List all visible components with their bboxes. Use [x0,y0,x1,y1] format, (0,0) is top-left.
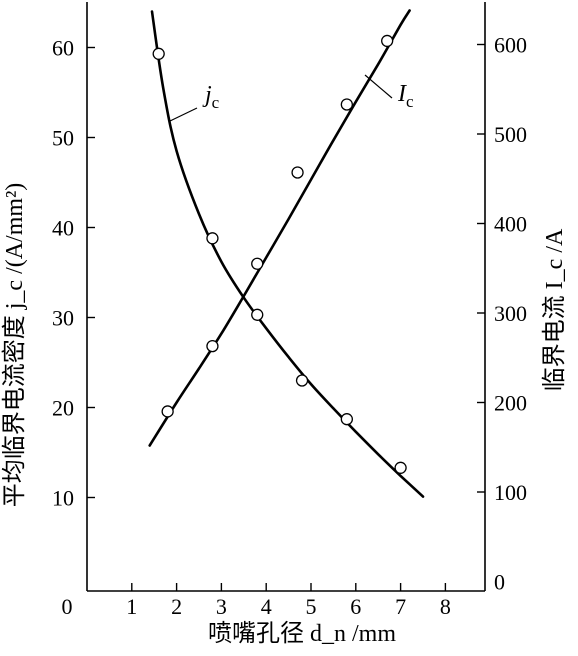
ic-series-label: Ic [397,81,414,111]
x-tick-label: 4 [261,594,272,619]
x-tick-label: 8 [440,594,451,619]
x-tick-label: 1 [126,594,137,619]
right-y-tick-label: 0 [494,570,505,595]
labels-layer: 0 1 2 3 4 5 6 7 81020304050600100200300400500600… [52,33,527,620]
right-y-tick-label: 200 [494,391,527,416]
ic-curve [148,9,411,447]
right-y-tick-label: 400 [494,212,527,237]
x-tick-label: 3 [216,594,227,619]
left-y-tick-label: 10 [52,486,74,511]
ic-data-point [340,98,353,111]
jc-data-point [295,374,309,387]
left-y-tick-label: 20 [52,396,74,421]
jc-data-point [340,413,353,426]
ic-data-point [161,405,174,418]
jc-data-point [152,47,165,60]
left-y-tick-label: 50 [52,126,74,151]
ic-data-point [251,257,264,270]
ticks-layer [87,43,485,591]
right-y-tick-label: 500 [494,122,527,147]
right-y-tick-label: 300 [494,301,527,326]
markers-layer [152,34,407,474]
x-tick-label: 5 [306,594,317,619]
left-y-tick-label: 30 [52,306,74,331]
curves-layer [148,9,425,498]
right-y-axis-title: 临界电流 I_c /A [541,228,568,391]
jc-label-leader [169,107,198,122]
jc-data-point [251,308,264,321]
left-y-tick-label: 40 [52,216,74,241]
jc-data-point [394,461,407,474]
jc-series-label: jc [202,82,220,112]
x-tick-label: 2 [171,594,182,619]
ic-data-point [291,166,304,179]
axes-layer [86,2,486,592]
left-y-tick-label: 60 [52,36,74,61]
ic-label-leader [364,74,393,99]
x-tick-label: 7 [395,594,406,619]
jc-data-point [206,232,219,245]
ic-data-point [206,339,219,353]
jc-curve [150,10,425,498]
right-y-tick-label: 600 [494,33,527,58]
ic-data-point [381,34,394,48]
x-tick-label: 0 [62,594,73,619]
x-tick-label: 6 [350,594,361,619]
left-y-axis-title: 平均临界电流密度 j_c /(A/mm²) [1,183,28,508]
x-axis-title: 喷嘴孔径 d_n /mm [208,620,396,647]
right-y-tick-label: 100 [494,480,527,505]
